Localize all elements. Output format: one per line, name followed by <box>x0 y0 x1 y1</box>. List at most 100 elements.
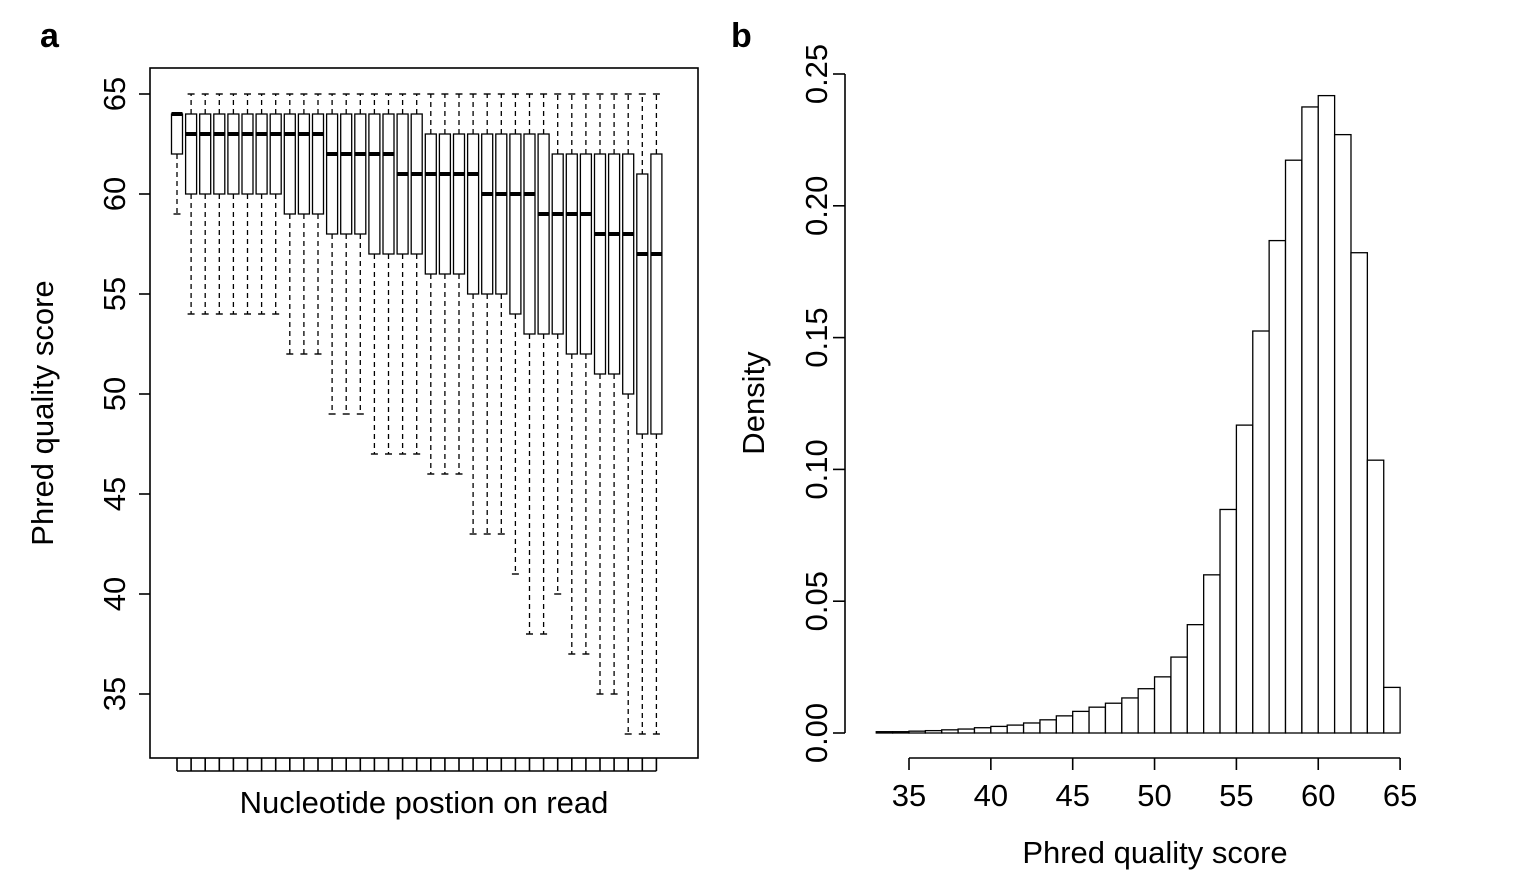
histogram-bar <box>1219 508 1238 734</box>
panel-b-x-tick-label: 35 <box>892 778 926 813</box>
panel-a-y-tick-label: 40 <box>97 577 132 611</box>
box-body <box>495 133 508 295</box>
histogram-bar <box>990 725 1008 734</box>
box-7 <box>255 93 268 315</box>
histogram-bar <box>1186 624 1205 734</box>
box-23 <box>481 93 494 535</box>
box-20 <box>438 93 452 475</box>
box-35 <box>650 93 663 735</box>
box-body <box>184 113 198 195</box>
box-body <box>255 113 268 195</box>
box-27 <box>537 93 550 635</box>
histogram-bar <box>1203 574 1221 734</box>
box-21 <box>452 93 466 475</box>
panel-a-y-tick-label: 55 <box>97 277 132 311</box>
histogram-bar <box>1333 133 1352 734</box>
histogram-bar <box>1088 706 1107 734</box>
panel-b-y-tick-label: 0.25 <box>799 44 834 104</box>
box-body <box>227 113 240 195</box>
panel-a-y-tick-label: 60 <box>97 177 132 211</box>
histogram-bar <box>957 728 976 734</box>
histogram-bar <box>1268 239 1287 734</box>
panel-a-y-tick-label: 65 <box>97 77 132 111</box>
histogram-bar <box>1022 722 1041 734</box>
box-13 <box>340 93 353 415</box>
panel-a-label: a <box>40 17 60 55</box>
box-body <box>523 133 536 335</box>
box-body <box>579 153 593 355</box>
box-body <box>283 113 296 215</box>
box-body <box>396 113 409 255</box>
histogram-bar <box>908 730 927 734</box>
box-30 <box>579 93 593 655</box>
box-body <box>410 113 423 255</box>
box-26 <box>523 93 536 635</box>
box-6 <box>241 93 254 315</box>
panel-b-y-tick-label: 0.05 <box>799 571 834 631</box>
histogram-bar <box>875 731 894 734</box>
box-body <box>636 173 649 435</box>
box-4 <box>213 93 226 315</box>
histogram-bar <box>1039 719 1057 734</box>
box-body <box>509 133 522 315</box>
box-11 <box>311 93 325 355</box>
histogram-bar <box>941 729 959 734</box>
box-12 <box>325 93 339 415</box>
histogram-bar <box>1301 106 1319 734</box>
box-body <box>438 133 452 275</box>
box-9 <box>283 93 296 355</box>
panel-b-x-tick-label: 65 <box>1383 778 1417 813</box>
histogram-bar <box>1252 330 1270 734</box>
box-10 <box>297 93 311 355</box>
box-24 <box>495 93 508 535</box>
histogram-bar <box>1170 656 1188 734</box>
box-body <box>424 133 437 275</box>
box-3 <box>199 93 212 315</box>
box-body <box>311 113 325 215</box>
box-15 <box>368 93 381 455</box>
box-32 <box>607 93 621 695</box>
histogram-bar <box>1153 676 1172 734</box>
box-28 <box>551 93 564 595</box>
panel-a: a 35 40 45 50 55 60 65 Nucleotide postion on r… <box>25 17 699 820</box>
box-2 <box>184 93 198 315</box>
histogram-bar <box>1284 159 1303 734</box>
histogram-bar <box>1006 724 1025 734</box>
panel-b-x-tick-label: 40 <box>974 778 1008 813</box>
panel-b: b 0.00 0.05 0.10 0.15 0.20 0.25 35 40 45 50 55 60 6… <box>731 17 1417 870</box>
box-18 <box>410 93 423 455</box>
box-body <box>565 153 578 355</box>
panel-a-x-axis-label: Nucleotide postion on read <box>240 785 609 820</box>
histogram-bar <box>973 727 992 734</box>
panel-a-plot-frame <box>149 67 699 759</box>
panel-a-y-tick-label: 45 <box>97 477 132 511</box>
panel-a-x-ticks <box>176 758 658 772</box>
panel-b-x-tick-label: 45 <box>1055 778 1089 813</box>
panel-a-y-axis-label: Phred quality score <box>25 280 60 545</box>
panel-a-y-tick-label: 50 <box>97 377 132 411</box>
box-body <box>622 153 635 395</box>
box-body <box>537 133 550 335</box>
box-5 <box>227 93 240 315</box>
histogram-bar <box>924 729 943 734</box>
box-19 <box>424 93 437 475</box>
panel-b-y-axis-label: Density <box>736 351 771 455</box>
histogram-bar <box>1350 252 1369 734</box>
box-34 <box>636 93 649 735</box>
box-body <box>368 113 381 255</box>
box-body <box>354 113 367 235</box>
box-body <box>593 153 607 375</box>
box-body <box>340 113 353 235</box>
box-body <box>607 153 621 375</box>
box-body <box>241 113 254 195</box>
histogram-bar <box>1104 702 1123 734</box>
box-body <box>170 113 184 155</box>
histogram-bar <box>1055 715 1074 734</box>
box-17 <box>396 93 409 455</box>
box-body <box>325 113 339 235</box>
histogram-bar <box>1366 459 1385 734</box>
box-29 <box>565 93 578 655</box>
box-body <box>650 153 663 435</box>
panel-b-x-tick-label: 55 <box>1219 778 1253 813</box>
histogram-bar <box>1383 686 1401 734</box>
